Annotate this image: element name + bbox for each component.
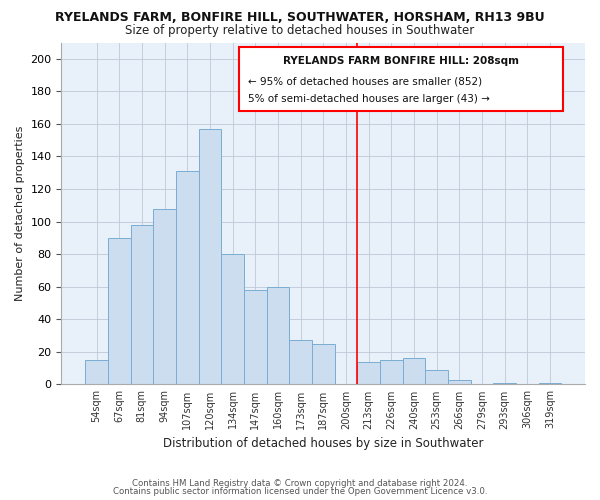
Bar	[108, 238, 131, 384]
Bar	[153, 208, 176, 384]
Bar	[244, 290, 266, 384]
FancyBboxPatch shape	[239, 48, 563, 111]
Bar	[85, 360, 108, 384]
Text: RYELANDS FARM, BONFIRE HILL, SOUTHWATER, HORSHAM, RH13 9BU: RYELANDS FARM, BONFIRE HILL, SOUTHWATER,…	[55, 11, 545, 24]
Text: Contains public sector information licensed under the Open Government Licence v3: Contains public sector information licen…	[113, 487, 487, 496]
Bar	[493, 383, 516, 384]
Text: ← 95% of detached houses are smaller (852): ← 95% of detached houses are smaller (85…	[248, 76, 482, 86]
Bar	[199, 129, 221, 384]
X-axis label: Distribution of detached houses by size in Southwater: Distribution of detached houses by size …	[163, 437, 484, 450]
Bar	[289, 340, 312, 384]
Bar	[176, 171, 199, 384]
Bar	[266, 286, 289, 384]
Bar	[357, 362, 380, 384]
Bar	[131, 225, 153, 384]
Y-axis label: Number of detached properties: Number of detached properties	[15, 126, 25, 301]
Bar	[312, 344, 335, 384]
Bar	[425, 370, 448, 384]
Text: RYELANDS FARM BONFIRE HILL: 208sqm: RYELANDS FARM BONFIRE HILL: 208sqm	[283, 56, 520, 66]
Bar	[448, 380, 470, 384]
Text: Size of property relative to detached houses in Southwater: Size of property relative to detached ho…	[125, 24, 475, 37]
Bar	[403, 358, 425, 384]
Text: 5% of semi-detached houses are larger (43) →: 5% of semi-detached houses are larger (4…	[248, 94, 490, 104]
Bar	[380, 360, 403, 384]
Bar	[221, 254, 244, 384]
Bar	[539, 383, 561, 384]
Text: Contains HM Land Registry data © Crown copyright and database right 2024.: Contains HM Land Registry data © Crown c…	[132, 478, 468, 488]
